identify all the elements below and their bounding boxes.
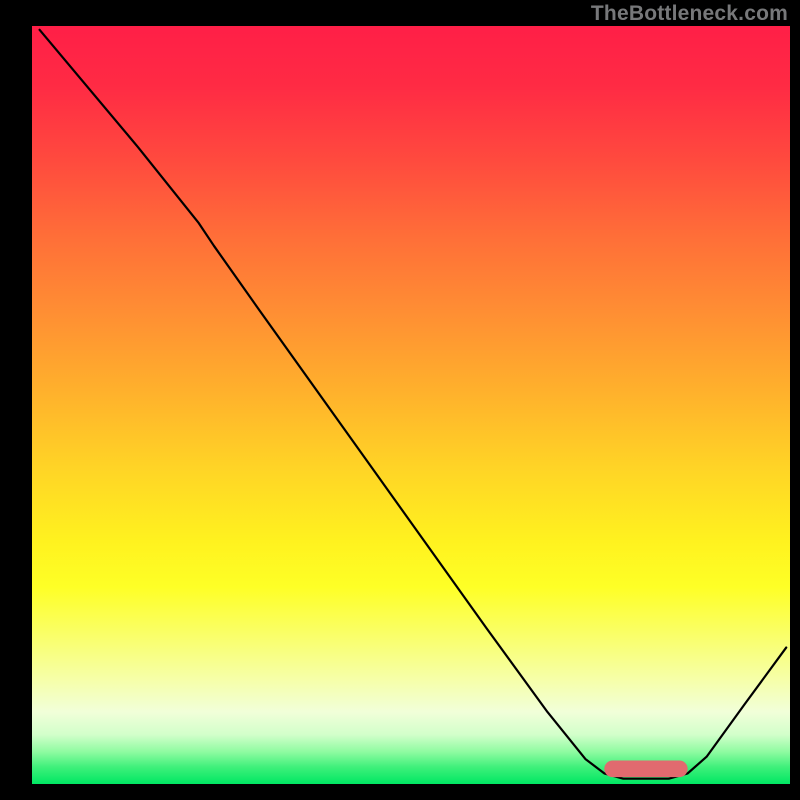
gradient-background [32,26,790,784]
chart-svg [32,26,790,784]
plot-area [32,26,790,784]
chart-frame: TheBottleneck.com [0,0,800,800]
optimum-marker [604,761,687,778]
watermark-text: TheBottleneck.com [591,2,788,26]
